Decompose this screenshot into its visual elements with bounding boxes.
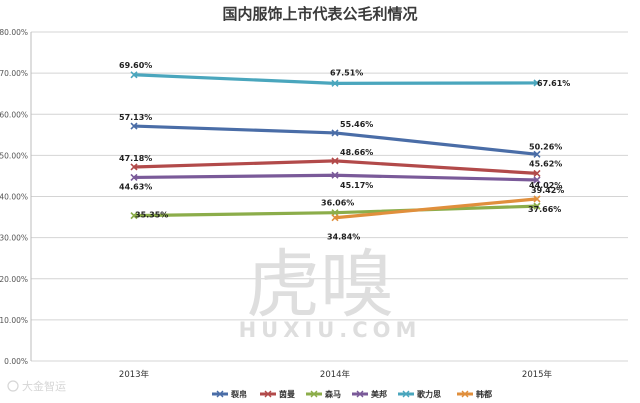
legend: 裂帛 茵曼 森马 美邦 歌力思 韩都 — [212, 389, 492, 399]
data-point-marker — [533, 195, 541, 203]
series-lines — [130, 71, 541, 222]
data-label: 45.17% — [340, 181, 373, 190]
corner-watermark-text: 大金智运 — [22, 379, 66, 393]
y-tick-label: 50.00% — [0, 151, 28, 160]
data-point-marker — [533, 176, 541, 184]
data-label: 48.66% — [340, 148, 373, 157]
data-point-marker — [130, 122, 138, 130]
legend-marker-icon — [264, 390, 272, 398]
chart-title: 国内服饰上市代表公毛利情况 — [222, 5, 417, 23]
legend-label: 美邦 — [371, 389, 387, 399]
legend-label: 裂帛 — [230, 389, 247, 399]
series-line-5 — [334, 197, 538, 220]
legend-marker-icon — [310, 390, 318, 398]
data-point-marker — [130, 173, 138, 182]
y-axis-ticks: 0.00% 10.00% 20.00% 30.00% 40.00% 50.00% 60.00… — [0, 28, 28, 366]
data-point-marker — [130, 71, 138, 79]
y-tick-label: 0.00% — [4, 357, 28, 366]
data-label: 44.63% — [119, 182, 152, 191]
data-label: 69.60% — [119, 61, 152, 70]
series-line-1 — [133, 159, 538, 175]
data-labels: 57.13% 55.46% 50.26% 47.18% 48.66% 45.62% 35.3… — [119, 61, 570, 242]
series-line-0 — [133, 124, 538, 156]
data-point-marker — [130, 212, 138, 220]
legend-marker-icon — [356, 390, 364, 398]
data-label: 39.42% — [531, 186, 564, 195]
legend-label: 森马 — [325, 389, 341, 399]
data-label: 36.06% — [321, 199, 354, 208]
watermark: 虎嗅 HUXIU.COM — [239, 242, 422, 342]
grid-lines — [30, 31, 628, 362]
data-point-marker — [533, 202, 541, 210]
data-label: 47.18% — [119, 154, 152, 163]
data-label: 44.02% — [529, 181, 562, 190]
data-label: 55.46% — [340, 120, 373, 129]
data-point-marker — [331, 157, 339, 165]
data-point-marker — [533, 150, 541, 158]
watermark-logo-text: 虎嗅 — [246, 242, 394, 328]
y-tick-label: 10.00% — [0, 316, 28, 325]
data-point-marker — [331, 129, 339, 137]
data-label: 50.26% — [529, 142, 562, 151]
data-point-marker — [533, 169, 541, 177]
data-point-marker — [331, 171, 339, 179]
legend-marker-icon — [461, 390, 469, 398]
y-tick-label: 40.00% — [0, 193, 28, 202]
corner-logo-icon — [7, 380, 19, 392]
legend-marker-icon — [216, 390, 224, 398]
watermark-url-text: HUXIU.COM — [239, 318, 422, 342]
data-point-marker — [331, 214, 339, 222]
y-tick-label: 30.00% — [0, 234, 28, 243]
x-tick-label: 2013年 — [119, 369, 150, 380]
data-point-marker — [533, 79, 541, 87]
y-tick-label: 80.00% — [0, 28, 28, 37]
data-point-marker — [331, 79, 339, 87]
data-label: 37.66% — [528, 205, 561, 214]
data-label: 67.61% — [537, 79, 570, 88]
data-point-marker — [130, 163, 138, 171]
x-axis-ticks: 2013年 2014年 2015年 — [119, 369, 553, 380]
x-tick-label: 2015年 — [522, 369, 553, 380]
data-label: 35.35% — [135, 211, 168, 220]
data-label: 34.84% — [327, 233, 360, 242]
x-tick-label: 2014年 — [320, 369, 351, 380]
data-label: 57.13% — [119, 113, 152, 122]
data-label: 67.51% — [330, 68, 363, 77]
y-tick-label: 70.00% — [0, 69, 28, 78]
y-tick-label: 60.00% — [0, 110, 28, 119]
data-label: 45.62% — [529, 159, 562, 168]
corner-watermark: 大金智运 — [7, 379, 66, 393]
legend-label: 韩都 — [476, 389, 492, 399]
y-tick-label: 20.00% — [0, 275, 28, 284]
legend-label: 茵曼 — [279, 389, 295, 399]
legend-label: 歌力思 — [417, 389, 441, 399]
legend-marker-icon — [402, 390, 410, 398]
